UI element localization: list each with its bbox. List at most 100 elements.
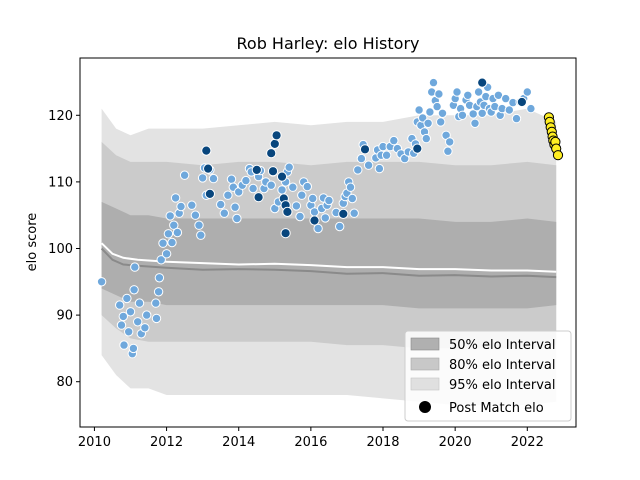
elo-point: [219, 208, 230, 218]
legend-swatch-50: [410, 337, 440, 351]
elo-point-highlight: [204, 188, 215, 199]
elo-point: [96, 277, 107, 287]
elo-point: [452, 87, 462, 97]
grey-median-line: [100, 247, 557, 279]
elo-point: [142, 310, 152, 320]
elo-point: [470, 118, 480, 129]
elo-point-highlight: [359, 144, 371, 155]
elo-point: [421, 133, 431, 144]
elo-point: [140, 323, 150, 333]
elo-point: [170, 193, 181, 203]
elo-point: [161, 249, 172, 259]
elo-point-highlight: [276, 171, 288, 182]
median-lines: [100, 242, 557, 279]
elo-point: [226, 174, 237, 184]
legend-label-post-match: Post Match elo: [449, 401, 544, 416]
elo-point: [381, 150, 392, 160]
y-axis-ticks: 80 90 100 110 120: [48, 109, 80, 390]
elo-point: [248, 183, 258, 194]
elo-point: [129, 285, 139, 295]
y-tick-label: 80: [56, 375, 73, 390]
elo-point: [116, 320, 127, 330]
elo-point: [208, 173, 219, 184]
elo-point-highlight: [266, 148, 277, 159]
elo-point: [468, 109, 478, 119]
elo-point: [154, 273, 165, 283]
x-axis-ticks: 2010 2012 2014 2016 2018 2020 2022: [78, 427, 544, 450]
axes-frame: [79, 57, 577, 428]
elo-point: [363, 160, 374, 170]
x-tick-label: 2010: [78, 435, 111, 450]
elo-point: [526, 103, 536, 114]
elo-point-highlight: [412, 143, 423, 154]
x-tick-label: 2018: [366, 435, 399, 450]
legend-label-50: 50% elo Interval: [449, 338, 556, 353]
elo-point: [124, 327, 134, 337]
elo-point: [297, 190, 307, 200]
elo-point: [504, 105, 514, 115]
elo-point-highlight: [267, 166, 279, 177]
elo-point: [133, 317, 143, 327]
elo-point: [169, 220, 179, 230]
elo-point: [128, 343, 139, 354]
elo-point-highlight: [201, 145, 212, 156]
elo-point: [389, 135, 399, 146]
elo-point: [501, 93, 511, 104]
elo-point: [436, 117, 446, 127]
elo-point: [163, 229, 174, 239]
elo-point-highlight: [477, 77, 488, 88]
elo-point: [457, 110, 468, 121]
elo-point-highlight: [251, 164, 262, 175]
elo-point: [291, 201, 302, 211]
elo-point: [130, 262, 140, 272]
elo-point-highlight: [271, 130, 282, 141]
elo-point: [522, 87, 532, 97]
elo-point: [232, 213, 242, 224]
elo-point: [347, 193, 357, 204]
y-tick-label: 100: [48, 242, 73, 257]
legend-swatch-80: [410, 357, 440, 371]
elo-point: [308, 193, 318, 204]
elo-point: [324, 195, 334, 206]
elo-point: [158, 238, 168, 248]
elo-point: [428, 77, 439, 88]
legend-box: [404, 330, 572, 422]
elo-point: [119, 340, 129, 350]
elo-point: [156, 255, 166, 265]
elo-point: [277, 185, 287, 195]
elo-point-highlight: [280, 228, 291, 239]
elo-point: [295, 211, 305, 222]
elo-point: [374, 163, 385, 174]
y-tick-label: 110: [48, 175, 73, 190]
y-tick-label: 90: [56, 309, 73, 324]
elo-point: [187, 200, 197, 210]
elo-point: [284, 162, 294, 172]
elo-point-highlight: [203, 163, 214, 174]
elo-point-highlight: [269, 138, 280, 149]
elo-point: [511, 113, 522, 124]
legend-marker-post-match: [419, 401, 431, 413]
elo-point: [194, 220, 204, 230]
elo-point: [335, 221, 345, 232]
elo-point: [356, 153, 367, 164]
elo-point: [167, 237, 177, 248]
elo-point: [302, 181, 312, 192]
elo-point: [223, 190, 233, 200]
elo-point: [423, 118, 433, 129]
elo-point: [172, 227, 183, 238]
elo-point-highlight: [338, 208, 349, 219]
elo-point: [463, 90, 473, 101]
elo-point: [414, 105, 424, 115]
elo-point: [425, 107, 435, 117]
x-tick-label: 2012: [150, 435, 183, 450]
elo-point: [230, 202, 240, 212]
elo-point-highlight: [516, 96, 528, 108]
elo-point: [190, 210, 201, 220]
elo-point: [115, 300, 125, 310]
elo-points: [96, 77, 564, 359]
elo-point: [196, 230, 206, 240]
elo-point-recent: [552, 150, 564, 161]
elo-point: [153, 287, 164, 297]
elo-point: [349, 208, 359, 218]
